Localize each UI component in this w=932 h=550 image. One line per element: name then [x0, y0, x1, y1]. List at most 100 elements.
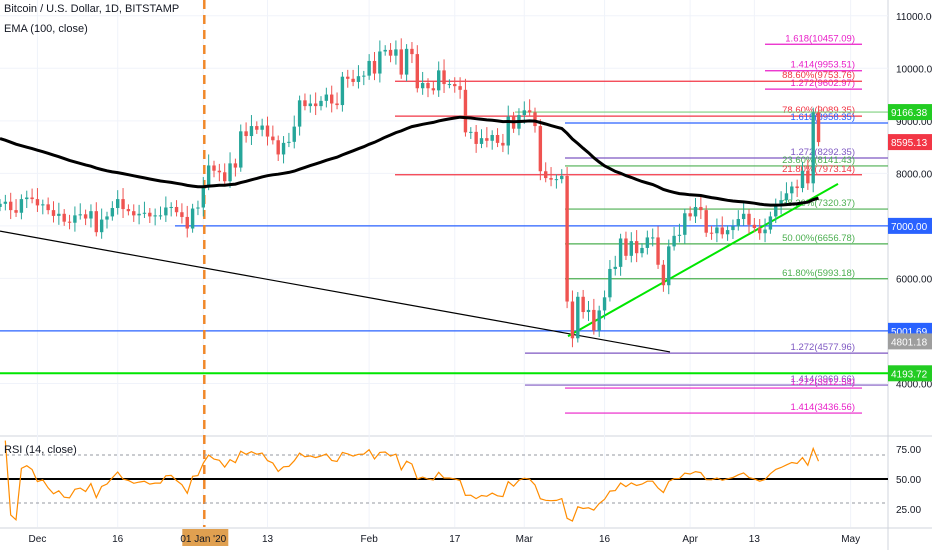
candle-body — [613, 266, 617, 269]
candle-body — [699, 206, 703, 211]
date-label: Mar — [516, 534, 534, 545]
candle-body — [474, 131, 478, 144]
fib-level-label: 88.60%(9753.76) — [782, 70, 855, 81]
rsi-tick-label: 50.00 — [896, 475, 921, 486]
candle-body — [83, 214, 88, 219]
candle-body — [212, 165, 216, 171]
candle-body — [78, 214, 82, 216]
date-label: 13 — [749, 534, 761, 545]
candle-body — [335, 103, 339, 106]
candle-body — [763, 229, 767, 234]
candle-body — [592, 309, 596, 331]
candle-body — [501, 142, 505, 146]
candle-body — [463, 89, 468, 133]
candle-body — [533, 112, 537, 127]
candle-body — [431, 88, 436, 91]
rsi-tick-label: 25.00 — [896, 505, 921, 516]
candle-body — [9, 201, 13, 211]
candle-body — [774, 205, 778, 217]
candle-body — [634, 241, 639, 254]
price-tick-label: 10000.00 — [896, 64, 932, 75]
candle-body — [89, 211, 93, 219]
date-label: 16 — [599, 534, 611, 545]
candle-body — [158, 215, 163, 217]
candle-body — [779, 200, 783, 206]
candle-body — [41, 204, 45, 206]
candle-body — [388, 49, 393, 56]
candle-body — [223, 172, 227, 182]
candle-body — [196, 207, 200, 209]
candle-body — [351, 78, 355, 82]
candle-body — [271, 136, 275, 141]
candle-body — [560, 175, 564, 180]
price-tick-label: 8000.00 — [896, 169, 932, 180]
candle-body — [303, 100, 307, 107]
candle-body — [292, 126, 296, 142]
candle-body — [741, 213, 746, 220]
candle-body — [174, 206, 179, 213]
candle-body — [239, 131, 243, 168]
candle-body — [437, 70, 441, 91]
candle-body — [148, 212, 152, 217]
candle-body — [217, 170, 222, 173]
candle-body — [404, 48, 409, 75]
candle-body — [394, 49, 398, 56]
candle-body — [0, 203, 2, 207]
candle-body — [651, 237, 655, 239]
chart-title: Bitcoin / U.S. Dollar, 1D, BITSTAMP — [4, 3, 180, 15]
candle-body — [14, 210, 18, 213]
candle-body — [73, 215, 77, 223]
price-badge-label: 4801.18 — [891, 337, 928, 348]
candle-body — [206, 165, 211, 186]
candle-body — [469, 131, 473, 133]
candle-body — [346, 76, 350, 79]
price-tick-label: 4000.00 — [896, 379, 932, 390]
price-badge — [888, 217, 932, 234]
candle-body — [287, 141, 291, 143]
candle-body — [185, 216, 189, 229]
candle-body — [121, 199, 125, 210]
fib-level-label: 38.20%(7320.37) — [782, 198, 855, 209]
candle-body — [672, 235, 676, 247]
candle-body — [410, 48, 414, 55]
candle-body — [415, 54, 419, 89]
candle-body — [485, 138, 489, 141]
date-label: 01 Jan '20 — [180, 534, 226, 545]
candle-body — [768, 216, 773, 230]
candle-body — [313, 103, 318, 107]
fib-level-label: 1.272(9602.97) — [791, 78, 855, 89]
candle-body — [597, 310, 601, 331]
price-badge-label: 4193.72 — [891, 369, 928, 380]
candle-body — [806, 170, 810, 184]
candle-body — [581, 296, 585, 313]
rsi-tick-label: 75.00 — [896, 445, 921, 456]
price-badge-label: 7000.00 — [891, 222, 928, 233]
candle-body — [137, 213, 141, 216]
candle-body — [811, 112, 815, 184]
candle-body — [367, 60, 371, 76]
ema-legend-label: EMA (100, close) — [4, 23, 88, 35]
candle-body — [453, 84, 457, 87]
candle-body — [67, 221, 72, 223]
candle-body — [479, 138, 484, 144]
date-label: 13 — [262, 534, 274, 545]
candle-body — [704, 210, 708, 233]
candle-body — [372, 60, 377, 74]
fib-level-label: 1.414(3969.66) — [791, 374, 855, 385]
fib-level-label: 1.272(8292.35) — [791, 147, 855, 158]
candle-body — [110, 208, 115, 217]
date-label: Apr — [682, 534, 698, 545]
candle-body — [565, 175, 569, 302]
candle-body — [383, 49, 387, 52]
price-badge-label: 8595.13 — [891, 138, 928, 149]
date-label: May — [841, 534, 860, 545]
candle-body — [276, 140, 280, 155]
candle-body — [201, 185, 205, 208]
candle-body — [602, 297, 607, 311]
candle-body — [790, 186, 794, 194]
fib-level-label: 1.272(3912.54) — [791, 377, 855, 388]
candle-body — [495, 135, 500, 143]
candle-body — [629, 241, 633, 256]
candle-body — [586, 309, 591, 313]
candle-body — [544, 171, 548, 179]
